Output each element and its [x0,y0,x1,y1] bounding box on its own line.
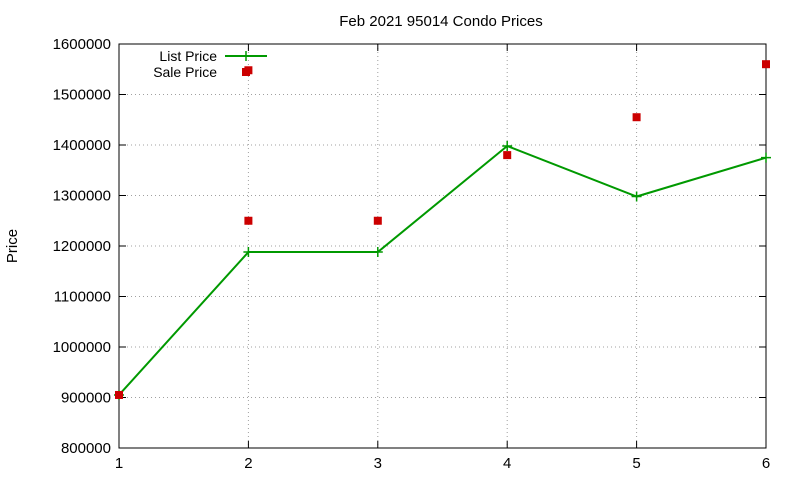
y-axis-label: Price [4,229,21,263]
legend-label: List Price [159,48,217,64]
y-tick-label: 1300000 [53,188,111,205]
data-point-square [503,151,512,160]
data-point-square [115,390,123,399]
series-sale-price [115,60,770,399]
series-extra-points [244,216,253,225]
y-tick-label: 1200000 [53,238,111,255]
data-point-plus [761,152,771,163]
legend-label: Sale Price [153,64,217,80]
data-point-plus [372,247,383,258]
data-series [114,60,771,400]
y-tick-label: 1600000 [53,36,111,53]
grid-lines [119,44,766,448]
data-point-square [373,216,382,225]
legend-plus-marker [241,51,251,61]
legend-square-marker [242,68,250,76]
series-line [118,144,767,396]
y-tick-label: 900000 [61,390,111,407]
y-tick-label: 1000000 [53,339,111,356]
plot-frame [118,43,767,449]
y-tick-label: 1500000 [53,87,111,104]
x-tick-label: 1 [115,455,123,472]
data-point-square [632,113,641,122]
y-tick-label: 1400000 [53,137,111,154]
x-tick-label: 4 [503,455,511,472]
x-tick-label: 6 [762,455,770,472]
data-point-plus [502,141,513,152]
data-point-square [762,60,770,69]
data-point-plus [243,247,254,258]
y-tick-label: 800000 [61,440,111,457]
y-tick-label: 1100000 [54,289,111,306]
data-point-plus [631,191,642,202]
x-tick-label: 2 [244,455,252,472]
data-point-square [244,216,253,225]
x-tick-label: 3 [374,455,382,472]
chart-title: Feb 2021 95014 Condo Prices [339,13,542,30]
axis-ticks: 800000 900000 1000000 1100000 1200000 1300000… [53,36,771,472]
x-tick-label: 5 [632,455,640,472]
series-list-price [114,141,771,400]
